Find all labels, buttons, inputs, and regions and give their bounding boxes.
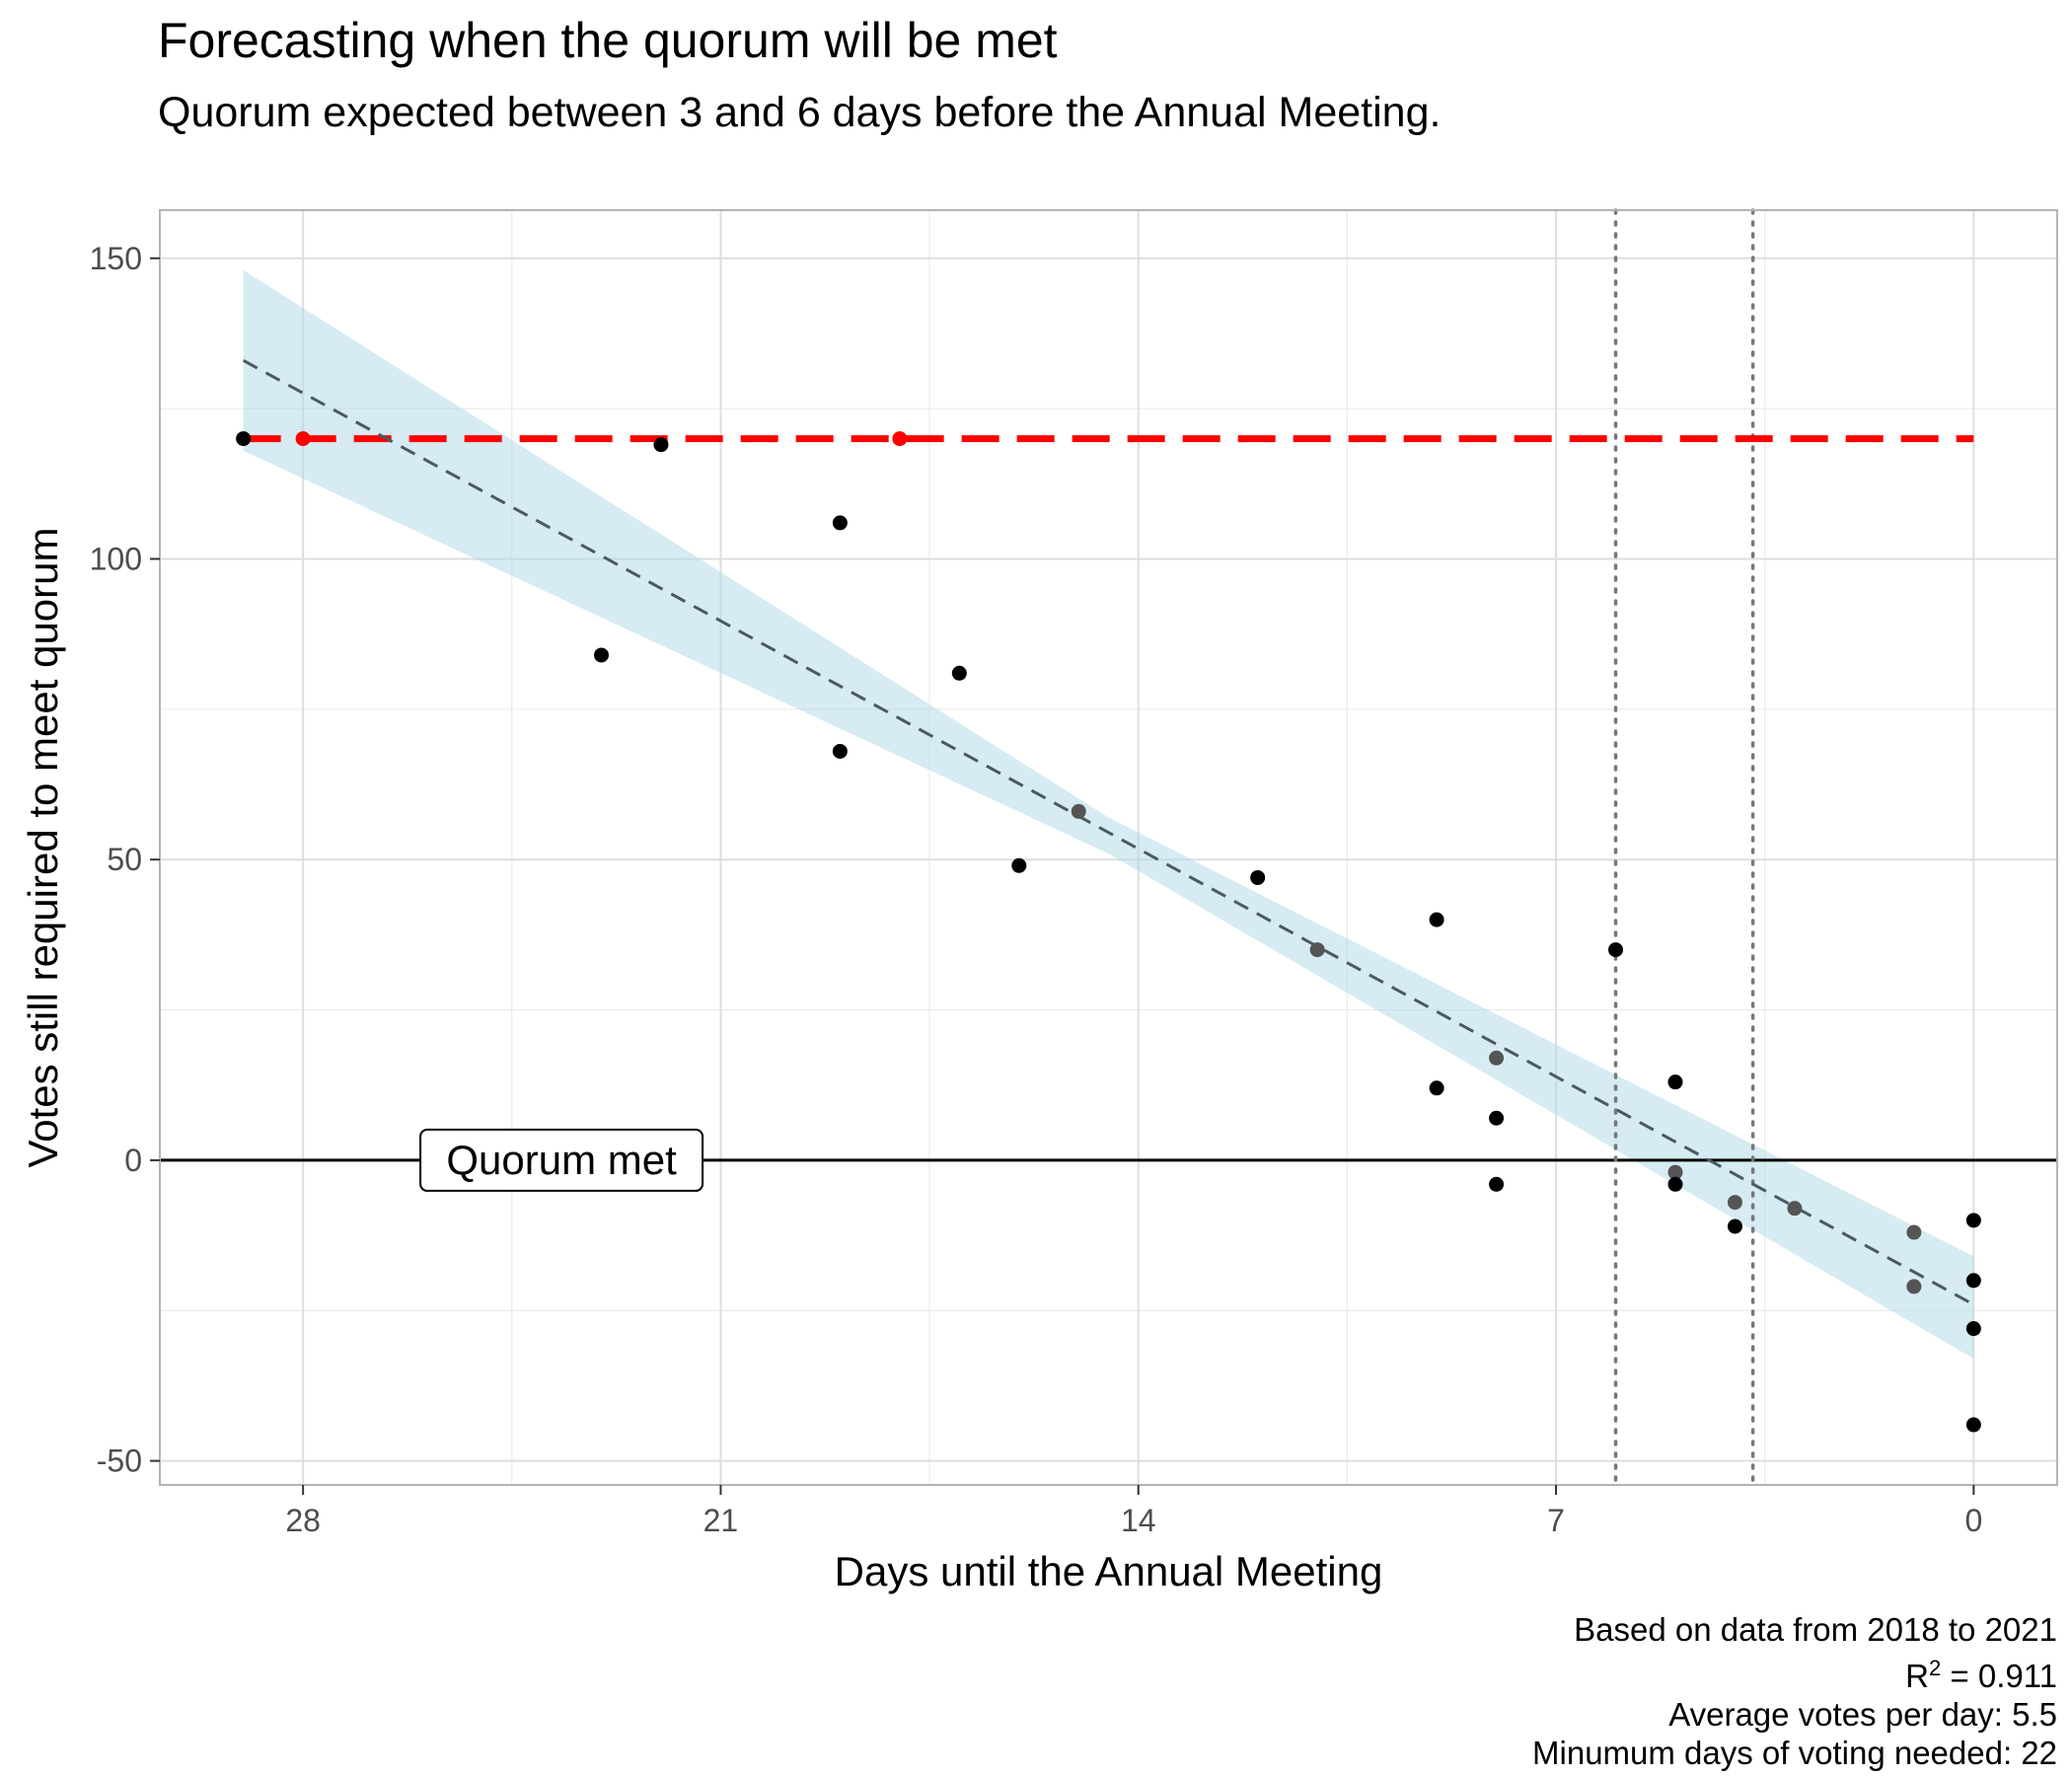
y-tick-label: 50	[107, 842, 142, 877]
caption-line-r2: R2 = 0.911	[1532, 1649, 2057, 1695]
r2-value: = 0.911	[1941, 1658, 2057, 1694]
annotation-box	[419, 1128, 704, 1192]
data-point	[1965, 1273, 1981, 1289]
data-point	[1667, 1164, 1683, 1180]
data-point	[1787, 1201, 1803, 1217]
data-point	[653, 437, 669, 453]
r2-label: R	[1905, 1658, 1929, 1694]
data-point	[1489, 1176, 1505, 1192]
x-tick-label: 14	[1121, 1503, 1156, 1538]
chart-subtitle: Quorum expected between 3 and 6 days bef…	[158, 89, 1442, 136]
data-point	[593, 647, 609, 663]
data-point	[1667, 1074, 1683, 1090]
axes: 28 21 14 7 0 150 100 50 0 -50 Days until the Annua…	[20, 209, 2058, 1594]
data-point	[1071, 803, 1086, 819]
y-tick-label: 150	[90, 241, 142, 276]
data-point	[1965, 1417, 1981, 1433]
data-point	[832, 515, 848, 531]
chart-svg: 28 21 14 7 0 150 100 50 0 -50 Days until the Annua…	[20, 208, 2058, 1594]
trend-line	[242, 359, 1975, 1306]
annotation-group: Quorum met	[419, 1128, 704, 1192]
x-tick-label: 21	[703, 1503, 739, 1538]
caption-line-data-range: Based on data from 2018 to 2021	[1574, 1611, 2057, 1648]
y-tick-label: -50	[97, 1443, 142, 1479]
data-point	[1309, 942, 1325, 958]
data-point	[1250, 869, 1266, 885]
annotation-label: Quorum met	[446, 1137, 677, 1183]
data-point	[1965, 1321, 1981, 1337]
data-point	[1489, 1110, 1505, 1126]
data-point	[1906, 1279, 1922, 1295]
x-tick-label: 7	[1547, 1503, 1565, 1538]
data-point	[1429, 912, 1444, 927]
confidence-band	[243, 269, 1974, 1360]
data-point	[1727, 1219, 1742, 1234]
data-point	[1489, 1050, 1505, 1066]
y-tick-label: 0	[124, 1143, 142, 1178]
caption-line-min-days: Minumum days of voting needed: 22	[1532, 1735, 2057, 1771]
data-point	[1906, 1224, 1922, 1240]
data-point	[1011, 857, 1027, 873]
data-point	[1667, 1176, 1683, 1192]
caption-line-average-votes: Average votes per day: 5.5	[1668, 1696, 2057, 1733]
panel-border	[159, 209, 2058, 1486]
y-axis-title: Votes still required to meet quorum	[20, 528, 66, 1168]
data-points	[236, 431, 1981, 1433]
confidence-band-area	[243, 269, 1974, 1360]
x-tick-label: 28	[285, 1503, 321, 1538]
data-point	[832, 743, 848, 759]
data-point	[295, 431, 311, 447]
x-axis-title: Days until the Annual Meeting	[835, 1548, 1383, 1594]
data-point	[1965, 1213, 1981, 1228]
data-point	[1727, 1195, 1742, 1211]
data-point	[1608, 942, 1624, 958]
data-point	[951, 665, 967, 681]
data-point	[1429, 1080, 1444, 1096]
r2-superscript: 2	[1929, 1656, 1942, 1680]
y-tick-label: 100	[90, 541, 142, 576]
data-point	[892, 431, 908, 447]
data-point	[236, 431, 252, 447]
x-tick-label: 0	[1964, 1503, 1982, 1538]
chart-title: Forecasting when the quorum will be met	[158, 13, 1058, 68]
caption: Based on data from 2018 to 2021 R2 = 0.9…	[1532, 1610, 2057, 1772]
